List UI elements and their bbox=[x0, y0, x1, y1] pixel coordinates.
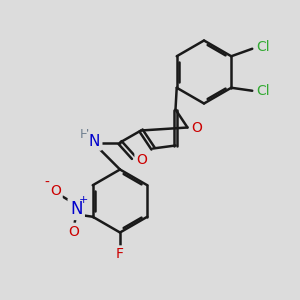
Text: O: O bbox=[136, 154, 147, 167]
Text: F: F bbox=[116, 248, 124, 261]
Text: N: N bbox=[89, 134, 100, 148]
Text: H: H bbox=[79, 128, 89, 141]
Text: O: O bbox=[50, 184, 61, 198]
Text: O: O bbox=[68, 225, 79, 239]
Text: N: N bbox=[70, 200, 83, 218]
Text: +: + bbox=[79, 195, 88, 205]
Text: Cl: Cl bbox=[256, 84, 270, 98]
Text: -: - bbox=[45, 176, 50, 190]
Text: O: O bbox=[191, 121, 202, 134]
Text: Cl: Cl bbox=[256, 40, 270, 54]
